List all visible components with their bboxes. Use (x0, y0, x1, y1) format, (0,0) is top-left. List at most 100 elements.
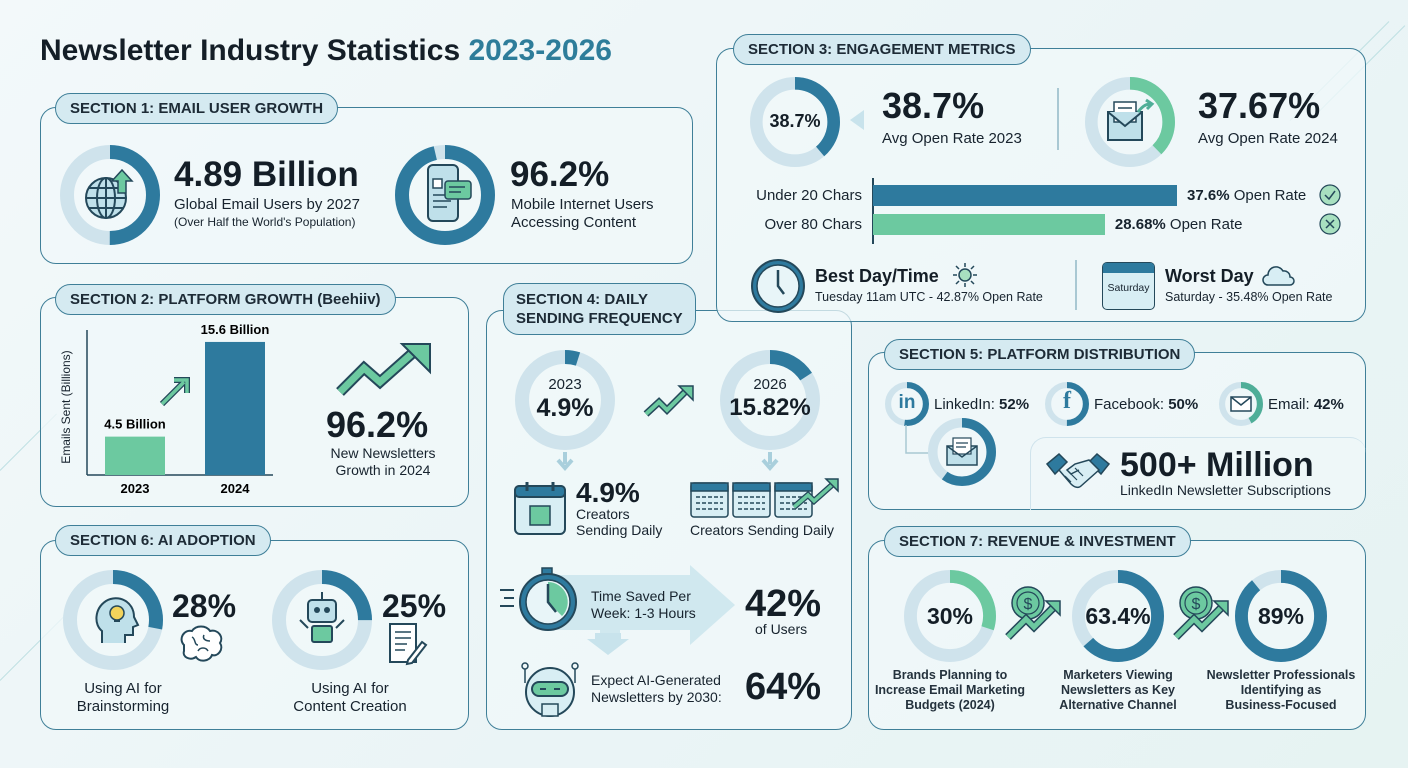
daily-2023-caption-2: Sending Daily (576, 522, 663, 538)
revenue-caption-line: Business-Focused (1225, 698, 1337, 712)
x-circle-icon (1319, 213, 1341, 235)
connector-line (905, 425, 934, 454)
subject-bar-value-number: 37.6% (1187, 187, 1230, 204)
ring-email-users (60, 145, 160, 245)
section-1-label: SECTION 1: EMAIL USER GROWTH (55, 93, 339, 124)
facebook-icon: f (1063, 388, 1071, 414)
ring-envelope (928, 418, 996, 486)
title-years: 2023-2026 (468, 34, 612, 67)
globe-upload-icon (85, 168, 134, 219)
page-title: Newsletter Industry Statistics 2023-2026 (40, 34, 612, 68)
check-circle-icon (1319, 184, 1341, 206)
ring-email (1218, 381, 1264, 427)
ai-expect-caption-1: Expect AI-Generated (591, 672, 721, 688)
ring-facebook (1044, 381, 1090, 427)
linkedin-icon: in (898, 392, 916, 413)
dollar-growth-icon: $ (1173, 586, 1229, 640)
revenue-caption-line: Marketers Viewing (1063, 668, 1173, 682)
envelope-send-icon (1107, 98, 1155, 141)
open-rate-2024-value: 37.67% (1198, 85, 1321, 126)
revenue-caption-line: Alternative Channel (1059, 698, 1177, 712)
section-4-label-line-2: SENDING FREQUENCY (516, 310, 683, 327)
mobile-chat-icon (427, 164, 472, 222)
email-stat: Email: 42% (1268, 396, 1344, 413)
ring-progress-arc (1218, 381, 1264, 427)
ai-content-caption-2: Content Creation (293, 698, 407, 715)
divider (1057, 88, 1059, 150)
daily-2026-caption: Creators Sending Daily (690, 522, 834, 538)
sending-2026-value: 15.82% (729, 394, 811, 421)
sending-2026-year: 2026 (753, 376, 787, 393)
bar-2023 (105, 436, 165, 475)
ring-linkedin (884, 381, 930, 427)
newsletter-growth-caption-1: New Newsletters (330, 445, 436, 461)
trend-up-arrow-icon (336, 343, 431, 396)
newsletter-growth-value: 96.2% (326, 404, 429, 445)
arrow-up-right-icon (159, 377, 190, 407)
sun-icon (953, 263, 977, 287)
linkedin-label: LinkedIn: (934, 396, 1000, 413)
revenue-caption-line: Identifying as (1240, 683, 1322, 697)
email-value: 42% (1313, 396, 1344, 413)
arrow-down-icon (761, 452, 779, 472)
revenue-caption-line: Newsletters as Key (1061, 683, 1175, 697)
ring-sending-2023 (515, 350, 615, 450)
subject-bar (873, 214, 1105, 235)
emails-sent-bar-chart: Emails Sent (Billions) 4.5 Billion 2023 15… (59, 322, 273, 496)
ring-ai-brainstorming (63, 570, 163, 670)
revenue-caption-line: Brands Planning to (892, 668, 1008, 682)
ai-brainstorming-caption-2: Brainstorming (76, 698, 170, 715)
ai-brainstorming-value: 28% (172, 588, 237, 624)
mobile-users-caption-2: Accessing Content (511, 214, 637, 231)
ring-progress-arc (903, 569, 997, 663)
facebook-value: 50% (1168, 396, 1199, 413)
revenue-caption-line: Budgets (2024) (905, 698, 995, 712)
ai-expect-caption-2: Newsletters by 2030: (591, 689, 722, 705)
divider (1075, 260, 1077, 310)
linkedin-value: 52% (999, 396, 1030, 413)
subject-bar-value-number: 28.68% (1114, 216, 1166, 233)
arrow-down-icon (556, 452, 574, 472)
ring-progress-arc (928, 418, 996, 486)
subject-bar-label: Over 80 Chars (764, 216, 862, 233)
email-label: Email: (1268, 396, 1314, 413)
facebook-stat: Facebook: 50% (1094, 396, 1198, 413)
ring-revenue-stat (1234, 569, 1328, 663)
revenue-stat-caption: Newsletter Professionals Identifying as … (1196, 668, 1366, 713)
best-day-title: Best Day/Time (815, 266, 939, 286)
subscriptions-value: 500+ Million (1120, 446, 1314, 484)
subject-bar-value-suffix: Open Rate (1229, 187, 1307, 204)
ring-open-rate-2024 (1084, 76, 1176, 168)
section-4-label: SECTION 4: DAILY SENDING FREQUENCY (503, 283, 696, 335)
svg-text:$: $ (1024, 596, 1033, 613)
stopwatch-icon (500, 567, 577, 631)
facebook-label: Facebook: (1094, 396, 1169, 413)
head-lightbulb-icon (95, 597, 140, 643)
ring-revenue-stat (903, 569, 997, 663)
cloud-icon (1262, 266, 1295, 286)
ring-sending-2026 (720, 350, 820, 450)
section-3-label: SECTION 3: ENGAGEMENT METRICS (733, 34, 1031, 65)
section-2-label: SECTION 2: PLATFORM GROWTH (Beehiiv) (55, 284, 396, 315)
revenue-stat-value: 89% (1257, 603, 1305, 629)
daily-2023-value: 4.9% (576, 477, 640, 508)
ring-progress-arc (63, 570, 163, 670)
ring-progress-arc (272, 570, 372, 670)
calendars-trend-icon (690, 478, 839, 518)
newsletter-growth-caption-2: Growth in 2024 (335, 462, 431, 478)
subscriptions-panel (1030, 437, 1366, 510)
bar-data-label: 15.6 Billion (201, 322, 270, 337)
ring-open-rate-2023 (749, 76, 841, 168)
time-saved-value: 42% (745, 583, 822, 625)
ring-progress-arc (60, 145, 160, 245)
section-7-label: SECTION 7: REVENUE & INVESTMENT (884, 526, 1191, 557)
ai-content-value: 25% (382, 588, 447, 624)
subject-bar-value-suffix: Open Rate (1165, 216, 1243, 233)
revenue-stat-value: 63.4% (1085, 603, 1151, 629)
sending-2023-year: 2023 (548, 376, 582, 393)
time-saved-users-caption: of Users (755, 621, 808, 637)
revenue-caption-line: Newsletter Professionals (1206, 668, 1356, 682)
sending-2023-value: 4.9% (536, 394, 594, 422)
svg-text:$: $ (1192, 596, 1201, 613)
ai-expect-value: 64% (745, 666, 822, 708)
